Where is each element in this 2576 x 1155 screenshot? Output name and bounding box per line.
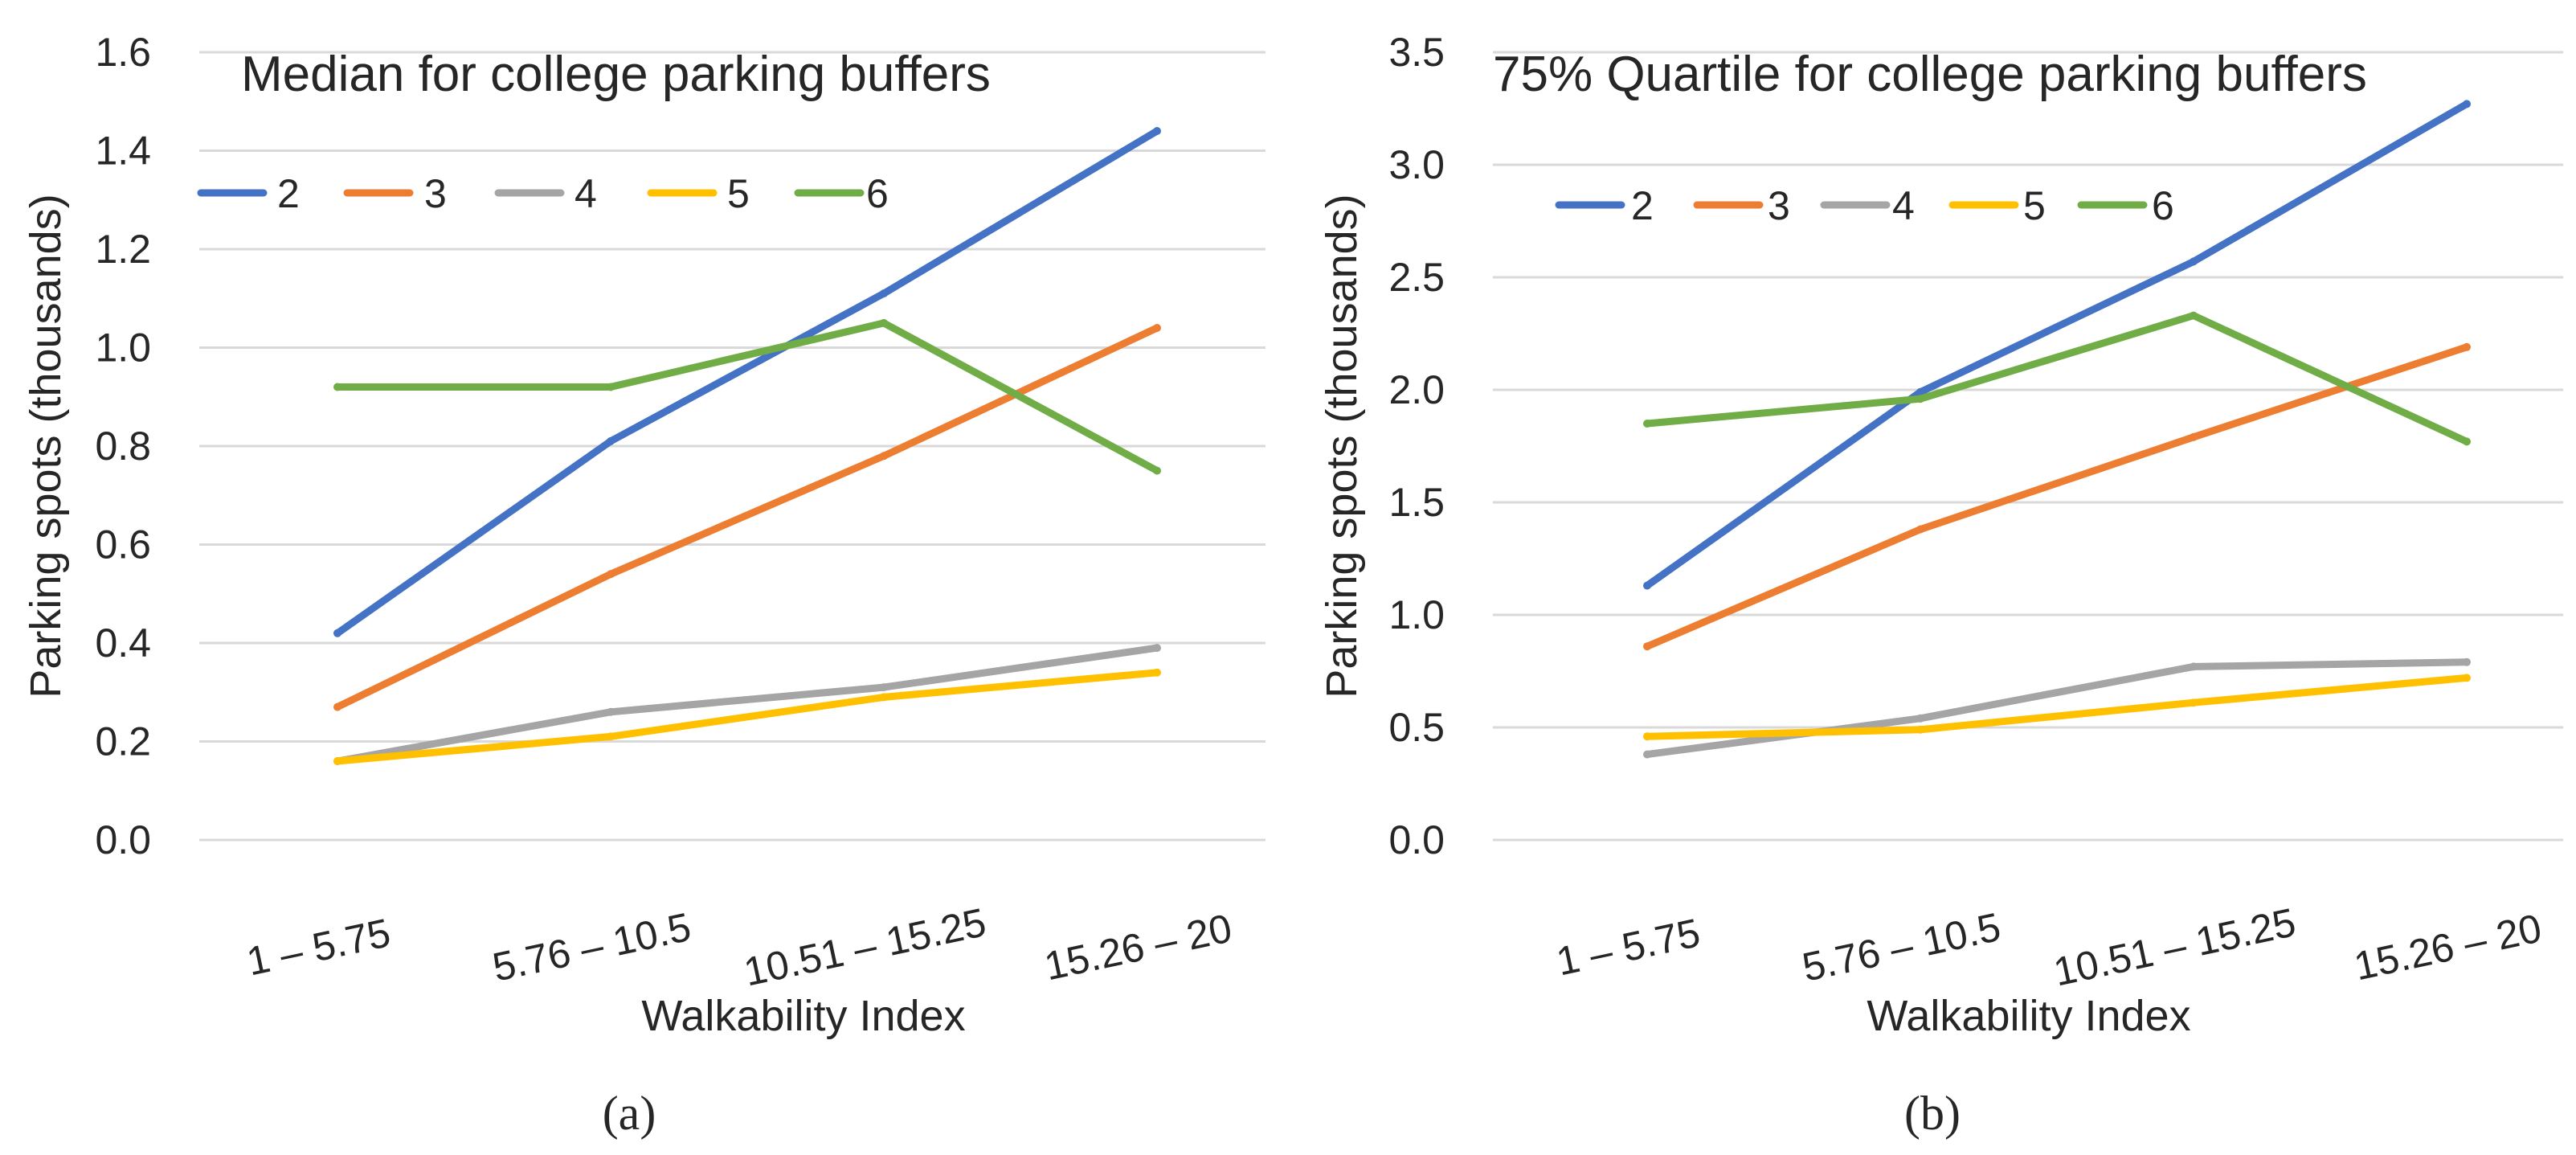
x-tick-label: 10.51 – 15.25 bbox=[740, 899, 990, 994]
data-point-5 bbox=[2463, 674, 2471, 682]
series-line-2 bbox=[333, 127, 1161, 637]
x-axis-label: Walkability Index bbox=[1867, 992, 2190, 1040]
legend-label-3: 3 bbox=[424, 171, 447, 216]
y-tick-label: 1.5 bbox=[1388, 480, 1445, 525]
legend-label-4: 4 bbox=[574, 171, 597, 216]
data-point-6 bbox=[1153, 466, 1161, 475]
y-tick-label: 1.0 bbox=[1388, 592, 1445, 637]
data-point-5 bbox=[880, 693, 888, 702]
y-tick-label: 2.0 bbox=[1388, 367, 1445, 412]
y-tick-label: 0.0 bbox=[95, 817, 151, 862]
y-tick-label: 1.4 bbox=[95, 129, 151, 174]
y-axis-label: Parking spots (thousands) bbox=[1318, 194, 1366, 698]
series-line-2 bbox=[1643, 100, 2471, 590]
x-tick-label: 1 – 5.75 bbox=[243, 910, 394, 984]
data-point-2 bbox=[1643, 581, 1651, 590]
chart-title: 75% Quartile for college parking buffers bbox=[1493, 47, 2367, 102]
legend-label-3: 3 bbox=[1768, 183, 1790, 228]
data-point-5 bbox=[333, 757, 341, 765]
data-point-6 bbox=[880, 318, 888, 327]
data-point-3 bbox=[1643, 642, 1651, 651]
data-point-6 bbox=[1643, 420, 1651, 428]
data-point-2 bbox=[2463, 100, 2471, 109]
legend-label-5: 5 bbox=[2023, 183, 2046, 228]
y-tick-label: 0.0 bbox=[1388, 817, 1445, 862]
y-tick-label: 1.2 bbox=[95, 227, 151, 272]
data-point-3 bbox=[2190, 432, 2198, 441]
x-tick-label: 1 – 5.75 bbox=[1552, 910, 1703, 984]
x-tick-label: 5.76 – 10.5 bbox=[489, 904, 694, 990]
data-point-3 bbox=[1916, 525, 1924, 534]
legend-label-5: 5 bbox=[727, 171, 750, 216]
series-line-3 bbox=[333, 324, 1161, 711]
data-point-6 bbox=[2190, 311, 2198, 320]
y-tick-label: 1.0 bbox=[95, 326, 151, 371]
y-tick-label: 0.8 bbox=[95, 424, 151, 469]
series-line-4 bbox=[333, 644, 1161, 765]
series-line-6 bbox=[333, 319, 1161, 475]
legend-label-6: 6 bbox=[866, 171, 889, 216]
data-point-4 bbox=[607, 707, 615, 716]
data-point-2 bbox=[333, 629, 341, 637]
legend-label-2: 2 bbox=[277, 171, 300, 216]
data-point-2 bbox=[1153, 127, 1161, 135]
data-point-4 bbox=[880, 683, 888, 692]
series-line-4 bbox=[1643, 658, 2471, 759]
x-tick-label: 10.51 – 15.25 bbox=[2050, 899, 2300, 994]
x-tick-label: 15.26 – 20 bbox=[1041, 905, 1236, 989]
legend-label-4: 4 bbox=[1892, 183, 1915, 228]
data-point-3 bbox=[2463, 342, 2471, 351]
y-tick-label: 2.5 bbox=[1388, 255, 1445, 300]
legend-label-2: 2 bbox=[1631, 183, 1654, 228]
x-axis-label: Walkability Index bbox=[641, 992, 965, 1040]
panel-label: (b) bbox=[1904, 1087, 1961, 1140]
data-point-5 bbox=[2190, 698, 2198, 707]
data-point-5 bbox=[1643, 732, 1651, 741]
y-tick-label: 3.5 bbox=[1388, 30, 1445, 75]
series-line-6 bbox=[1643, 312, 2471, 445]
data-point-6 bbox=[607, 383, 615, 391]
data-point-4 bbox=[1643, 750, 1651, 759]
x-tick-label: 5.76 – 10.5 bbox=[1798, 904, 2004, 990]
data-point-4 bbox=[2463, 657, 2471, 666]
legend-label-6: 6 bbox=[2152, 183, 2174, 228]
y-tick-label: 0.2 bbox=[95, 719, 151, 764]
data-point-4 bbox=[1916, 714, 1924, 723]
chart-median: 0.0 0.2 0.4 0.6 0.8 1.0 1.2 1.4 1.6 1 – 5.75 5.76 … bbox=[22, 30, 1266, 1140]
data-point-6 bbox=[1916, 395, 1924, 403]
data-point-2 bbox=[607, 436, 615, 445]
data-point-6 bbox=[333, 383, 341, 391]
data-point-4 bbox=[2190, 662, 2198, 671]
chart-title: Median for college parking buffers bbox=[241, 47, 991, 102]
data-point-3 bbox=[880, 452, 888, 461]
data-point-2 bbox=[1916, 387, 1924, 396]
chart-75-quartile: 0.0 0.5 1.0 1.5 2.0 2.5 3.0 3.5 1 – 5.75 5.76 – 1… bbox=[1318, 30, 2563, 1140]
data-point-2 bbox=[880, 289, 888, 298]
y-tick-label: 3.0 bbox=[1388, 142, 1445, 187]
y-tick-label: 0.5 bbox=[1388, 705, 1445, 750]
series-line-3 bbox=[1643, 343, 2471, 650]
data-point-5 bbox=[1153, 668, 1161, 677]
data-point-5 bbox=[1916, 725, 1924, 734]
y-tick-label: 0.6 bbox=[95, 522, 151, 567]
y-axis-label: Parking spots (thousands) bbox=[22, 194, 70, 698]
y-tick-label: 1.6 bbox=[95, 30, 151, 75]
data-point-2 bbox=[2190, 257, 2198, 266]
data-point-6 bbox=[2463, 437, 2471, 446]
data-point-3 bbox=[1153, 324, 1161, 332]
series-line-5 bbox=[333, 669, 1161, 765]
x-tick-label: 15.26 – 20 bbox=[2350, 905, 2545, 989]
series-line-5 bbox=[1643, 674, 2471, 740]
data-point-5 bbox=[607, 732, 615, 741]
panel-label: (a) bbox=[603, 1087, 656, 1140]
data-point-3 bbox=[607, 570, 615, 579]
y-tick-label: 0.4 bbox=[95, 621, 151, 666]
data-point-4 bbox=[1153, 644, 1161, 653]
data-point-3 bbox=[333, 702, 341, 711]
